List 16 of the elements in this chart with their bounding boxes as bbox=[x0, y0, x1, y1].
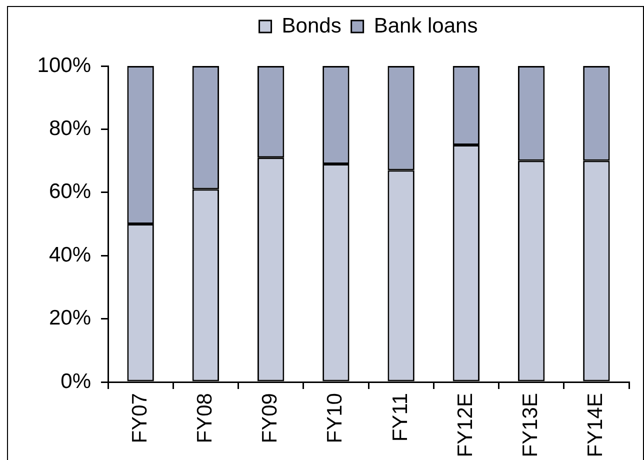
x-tick-label: FY07 bbox=[128, 393, 152, 444]
legend-label: Bank loans bbox=[374, 14, 478, 38]
x-tick-label: FY14E bbox=[584, 393, 608, 458]
y-tick-label: 60% bbox=[48, 180, 91, 204]
legend-label: Bonds bbox=[282, 14, 342, 38]
x-tick-label: FY10 bbox=[324, 393, 347, 444]
x-tick-label: FY08 bbox=[193, 393, 216, 444]
x-tick-label: FY12E bbox=[454, 393, 477, 458]
y-tick-label: 0% bbox=[60, 370, 91, 393]
y-tick-label: 80% bbox=[48, 116, 91, 140]
y-tick-label: 100% bbox=[37, 54, 91, 77]
x-tick-label: FY11 bbox=[388, 393, 412, 442]
y-tick-label: 40% bbox=[48, 243, 91, 266]
x-tick-label: FY13E bbox=[519, 393, 542, 458]
y-tick-label: 20% bbox=[48, 306, 91, 330]
x-tick-label: FY09 bbox=[258, 393, 282, 444]
